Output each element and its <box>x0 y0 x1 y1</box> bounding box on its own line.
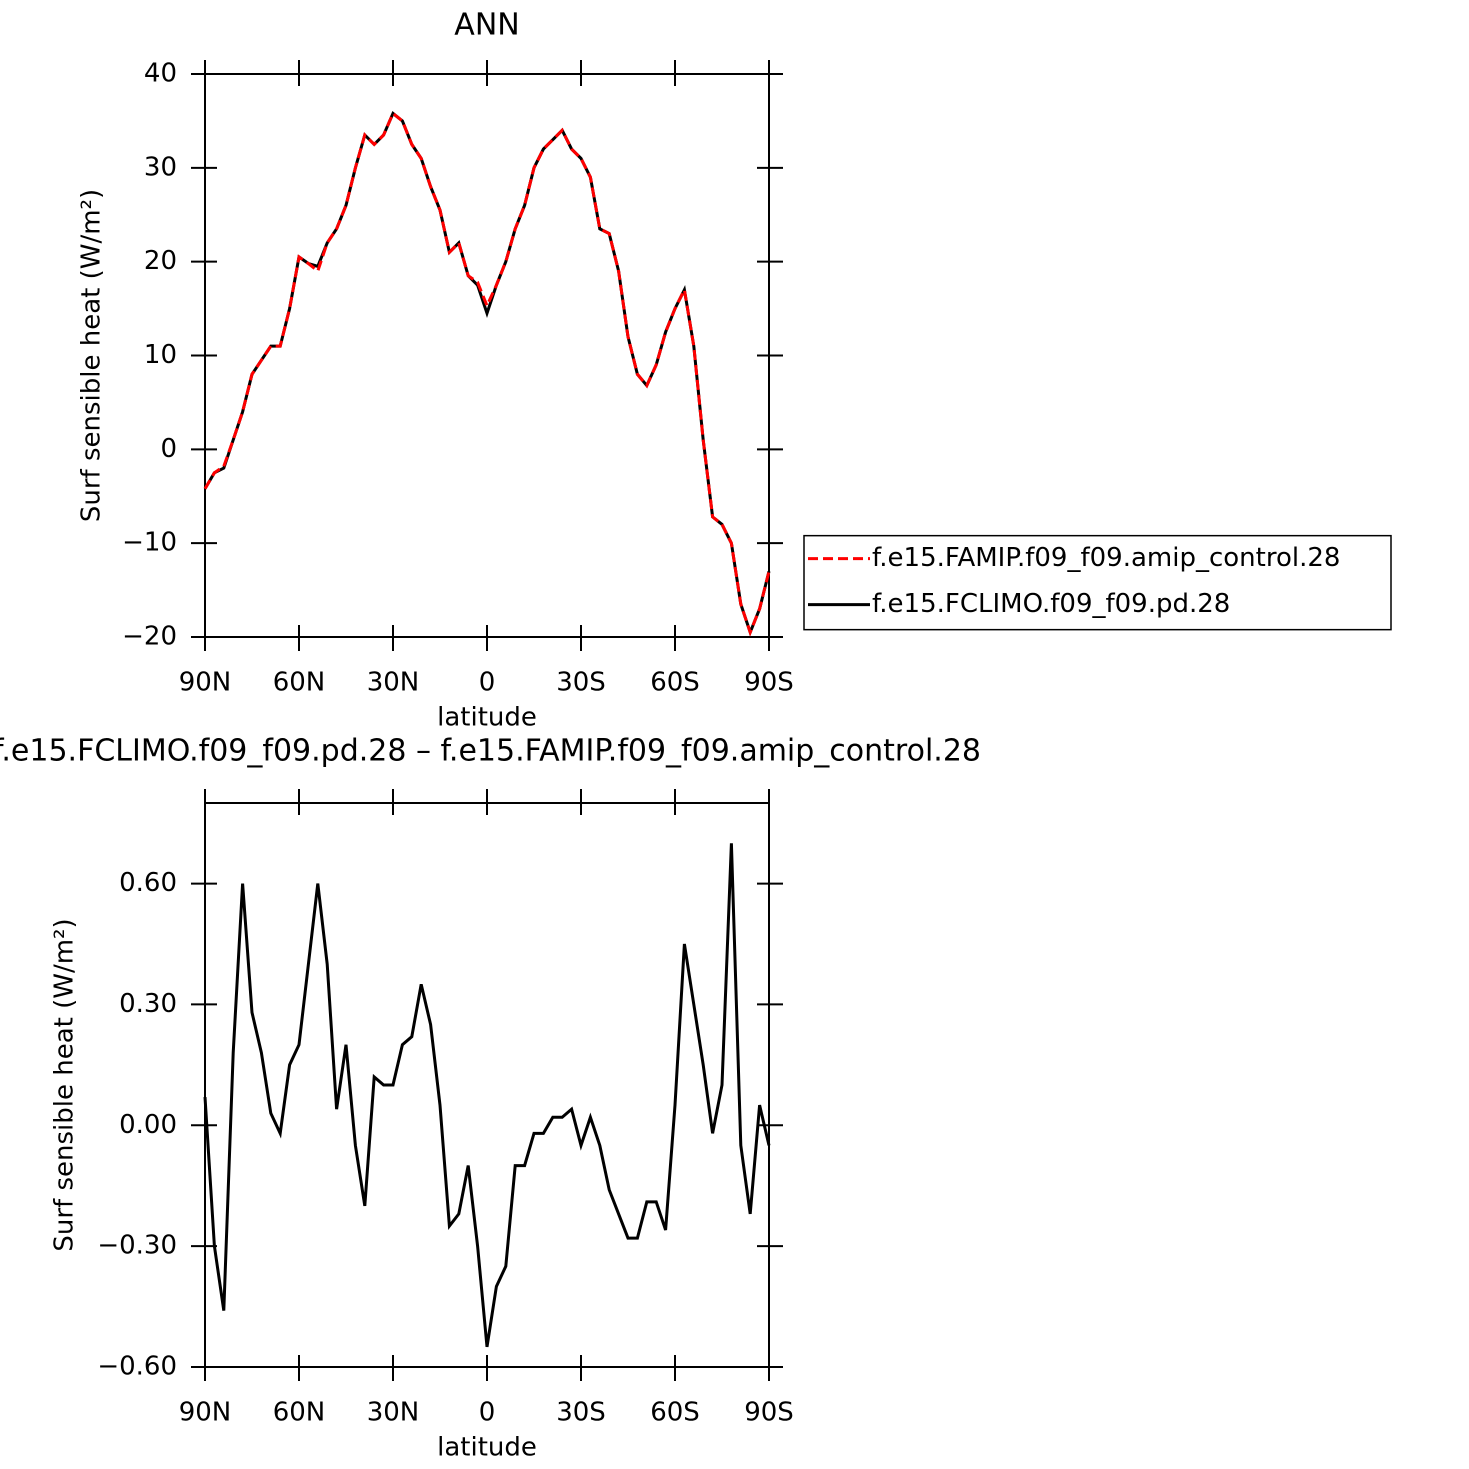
y-tick-label: 0.00 <box>119 1110 177 1140</box>
y-tick-label: 0.30 <box>119 989 177 1019</box>
legend-label: f.e15.FAMIP.f09_f09.amip_control.28 <box>872 543 1340 573</box>
x-tick-label: 30S <box>556 668 606 698</box>
x-tick-label: 30S <box>556 1398 606 1428</box>
data-line <box>203 843 771 1348</box>
y-tick-label: 0 <box>160 434 177 464</box>
chart-title: ANN <box>454 8 519 43</box>
x-tick-label: 0 <box>479 668 496 698</box>
y-tick-label: 10 <box>144 340 177 370</box>
x-tick-label: 60S <box>650 668 700 698</box>
x-tick-label: 30N <box>367 668 420 698</box>
y-tick-label: −10 <box>122 528 177 558</box>
x-tick-label: 0 <box>479 1398 496 1428</box>
y-tick-label: 0.60 <box>119 868 177 898</box>
y-tick-label: −0.30 <box>97 1231 177 1261</box>
y-tick-label: 40 <box>144 59 177 89</box>
y-tick-label: 30 <box>144 152 177 182</box>
legend-label: f.e15.FCLIMO.f09_f09.pd.28 <box>872 589 1230 619</box>
x-tick-label: 30N <box>367 1398 420 1428</box>
y-tick-label: 20 <box>144 246 177 276</box>
x-tick-label: 90N <box>179 1398 232 1428</box>
x-tick-label: 60N <box>273 1398 326 1428</box>
x-tick-label: 90S <box>744 668 794 698</box>
y-tick-label: −20 <box>122 622 177 652</box>
plot-frame <box>204 802 770 1368</box>
x-axis-label: latitude <box>437 703 537 733</box>
x-axis-label: latitude <box>437 1433 537 1463</box>
x-tick-label: 60S <box>650 1398 700 1428</box>
chart-title: f.e15.FCLIMO.f09_f09.pd.28 – f.e15.FAMIP… <box>0 734 981 769</box>
y-tick-label: −0.60 <box>97 1352 177 1382</box>
data-line <box>203 111 771 637</box>
x-tick-label: 90S <box>744 1398 794 1428</box>
x-tick-label: 60N <box>273 668 326 698</box>
y-axis-label: Surf sensible heat (W/m²) <box>50 918 80 1251</box>
plot-frame <box>204 73 770 638</box>
y-axis-label: Surf sensible heat (W/m²) <box>77 189 107 522</box>
data-line <box>203 111 771 637</box>
legend-box <box>803 534 1392 631</box>
x-tick-label: 90N <box>179 668 232 698</box>
